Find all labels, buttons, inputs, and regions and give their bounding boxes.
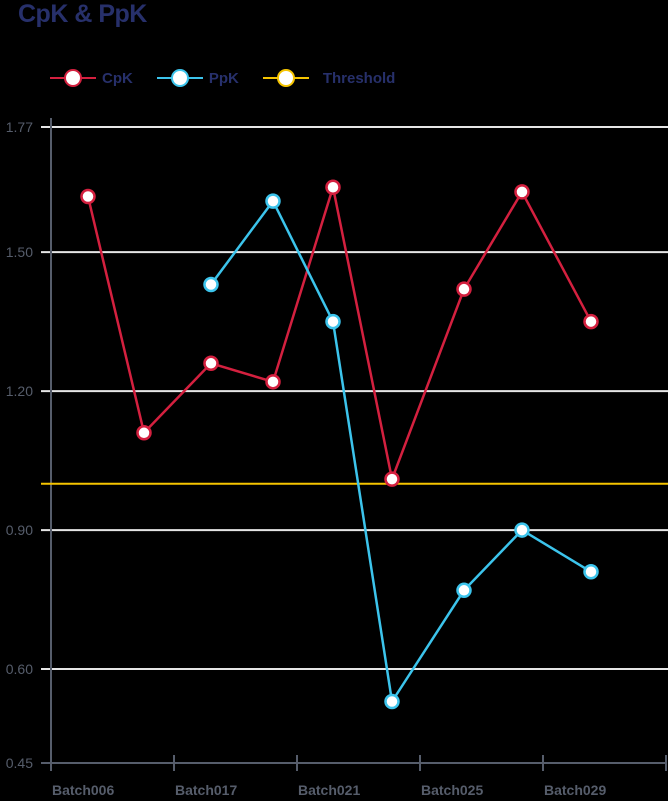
legend-label-threshold: Threshold <box>322 69 396 87</box>
data-point-cpk[interactable] <box>80 188 96 205</box>
data-point-ppk[interactable] <box>456 582 472 599</box>
x-tick-label: Batch017 <box>175 782 237 798</box>
y-tick-label: 1.20 <box>6 383 33 399</box>
data-point-cpk[interactable] <box>384 471 400 487</box>
x-tick-label: Batch006 <box>52 782 114 798</box>
axes: 1.77 1.50 1.20 0.90 0.60 0.45 Batch006 Batch017… <box>6 118 667 798</box>
data-point-ppk[interactable] <box>384 693 400 710</box>
data-point-ppk[interactable] <box>265 193 281 209</box>
x-tick-label: Batch025 <box>421 782 483 798</box>
data-point-cpk[interactable] <box>136 425 152 441</box>
y-tick-label: 0.90 <box>6 522 33 538</box>
legend-item-ppk[interactable]: PpK <box>156 68 239 88</box>
y-tick-label: 1.77 <box>6 119 33 135</box>
y-tick-label: 1.50 <box>6 244 33 260</box>
series-line-cpk <box>86 186 593 484</box>
data-point-cpk[interactable] <box>514 184 530 200</box>
threshold-marker-icon <box>262 69 309 87</box>
data-point-ppk[interactable] <box>514 522 530 538</box>
legend: CpK PpK Threshold <box>50 68 419 88</box>
y-tick-label: 0.60 <box>6 661 33 677</box>
legend-item-threshold[interactable]: Threshold <box>262 68 396 88</box>
x-tick-label: Batch021 <box>298 782 360 798</box>
cpk-marker-icon <box>50 69 96 87</box>
series-lines <box>80 179 599 710</box>
legend-item-cpk[interactable]: CpK <box>50 68 133 88</box>
legend-label-ppk: PpK <box>208 69 239 87</box>
data-point-ppk[interactable] <box>203 276 219 293</box>
legend-label-cpk: CpK <box>102 69 133 87</box>
gridlines <box>41 126 668 764</box>
data-point-cpk[interactable] <box>203 355 219 372</box>
series-line-ppk <box>209 198 592 705</box>
data-point-ppk[interactable] <box>325 313 341 330</box>
data-point-cpk[interactable] <box>456 281 472 297</box>
data-point-ppk[interactable] <box>583 564 599 580</box>
data-point-cpk[interactable] <box>265 374 281 390</box>
y-tick-label: 0.45 <box>6 755 33 771</box>
x-tick-label: Batch029 <box>544 782 606 798</box>
chart-title: CpK & PpK <box>18 0 147 28</box>
data-point-cpk[interactable] <box>325 179 341 195</box>
data-point-cpk[interactable] <box>583 313 599 330</box>
ppk-marker-icon <box>156 69 203 87</box>
